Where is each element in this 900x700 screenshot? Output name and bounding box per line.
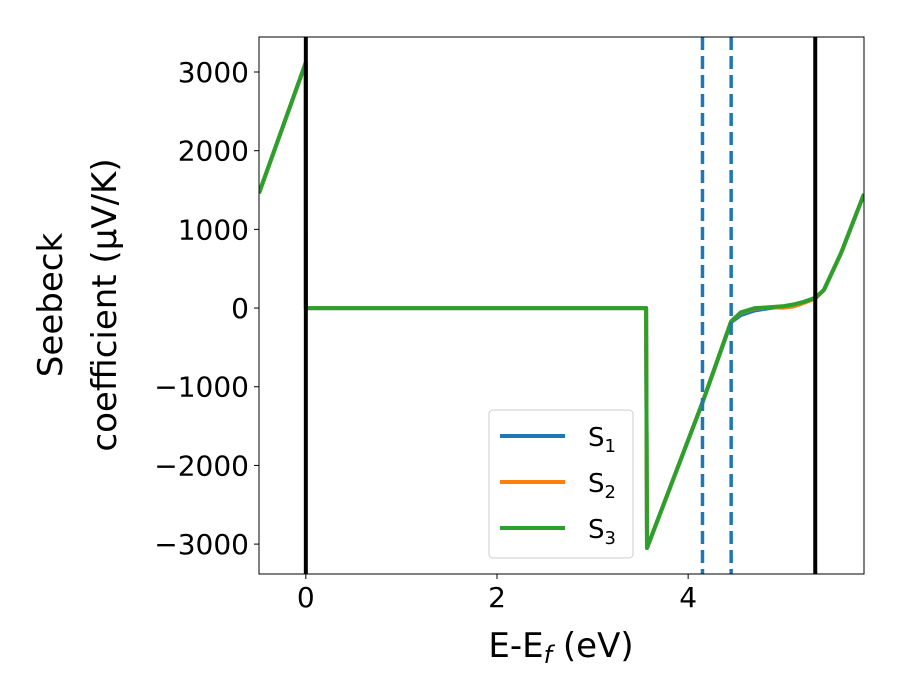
y-axis-label-line1: Seebeck (31, 233, 71, 378)
x-axis-label: E-Ef (eV) (488, 626, 633, 669)
y-tick-label: −1000 (154, 371, 249, 404)
y-tick-label: 2000 (178, 135, 249, 168)
plot-area (259, 37, 864, 574)
y-axis-label-line2: coefficient (μV/K) (85, 158, 125, 451)
axes-frame (258, 36, 865, 575)
y-axis: 3000 2000 1000 0 −1000 −2000 −3000 (154, 56, 259, 561)
x-tick-label: 0 (297, 581, 315, 614)
y-tick-label: 1000 (178, 213, 249, 246)
series-line-s3 (259, 60, 864, 550)
y-tick-label: −2000 (154, 449, 249, 482)
x-axis: 0 2 4 (297, 574, 697, 614)
y-tick-label: 3000 (178, 56, 249, 89)
x-tick-label: 4 (679, 581, 697, 614)
y-tick-label: −3000 (154, 528, 249, 561)
x-tick-label: 2 (488, 581, 506, 614)
y-tick-label: 0 (231, 292, 249, 325)
